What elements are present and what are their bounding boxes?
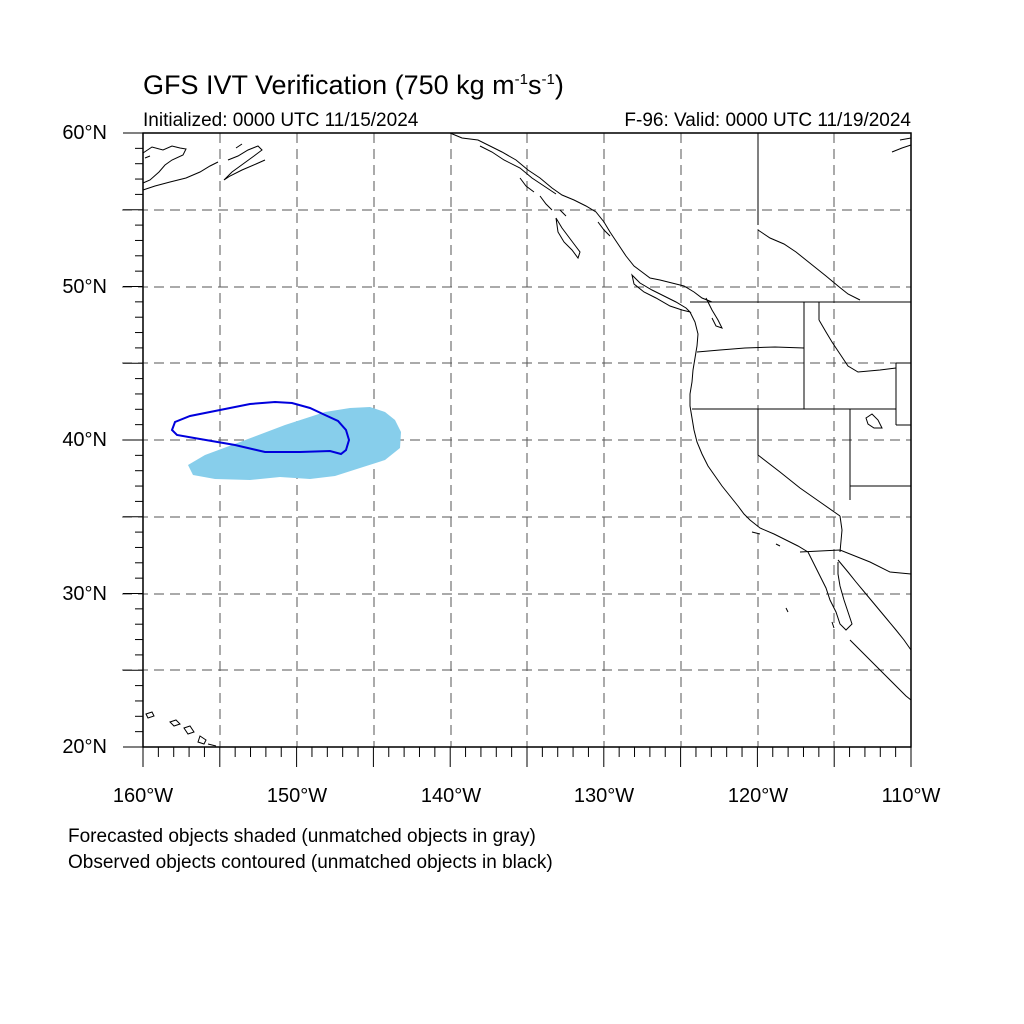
lat-label-30n: 30°N xyxy=(62,583,107,605)
forecast-object-shape xyxy=(188,407,401,480)
lon-label-160w: 160°W xyxy=(112,785,174,807)
coastlines xyxy=(142,132,912,747)
initialized-time: Initialized: 0000 UTC 11/15/2024 xyxy=(143,110,419,131)
observed-note: Observed objects contoured (unmatched ob… xyxy=(68,852,553,873)
lat-label-40n: 40°N xyxy=(62,429,107,451)
valid-time: F-96: Valid: 0000 UTC 11/19/2024 xyxy=(624,110,911,131)
forecast-note: Forecasted objects shaded (unmatched obj… xyxy=(68,826,536,847)
grid-lines xyxy=(122,133,911,747)
axis-ticks xyxy=(123,132,912,767)
lat-label-20n: 20°N xyxy=(62,736,107,758)
chart-title: GFS IVT Verification (750 kg m-1s-1) xyxy=(143,70,564,100)
lon-label-140w: 140°W xyxy=(420,785,482,807)
lat-label-60n: 60°N xyxy=(62,122,107,144)
political-borders xyxy=(690,133,912,575)
observed-object-contour xyxy=(170,400,351,456)
lat-label-50n: 50°N xyxy=(62,276,107,298)
lon-label-130w: 130°W xyxy=(573,785,635,807)
lon-label-110w: 110°W xyxy=(881,785,941,807)
lon-label-120w: 120°W xyxy=(727,785,789,807)
lon-label-150w: 150°W xyxy=(266,785,328,807)
